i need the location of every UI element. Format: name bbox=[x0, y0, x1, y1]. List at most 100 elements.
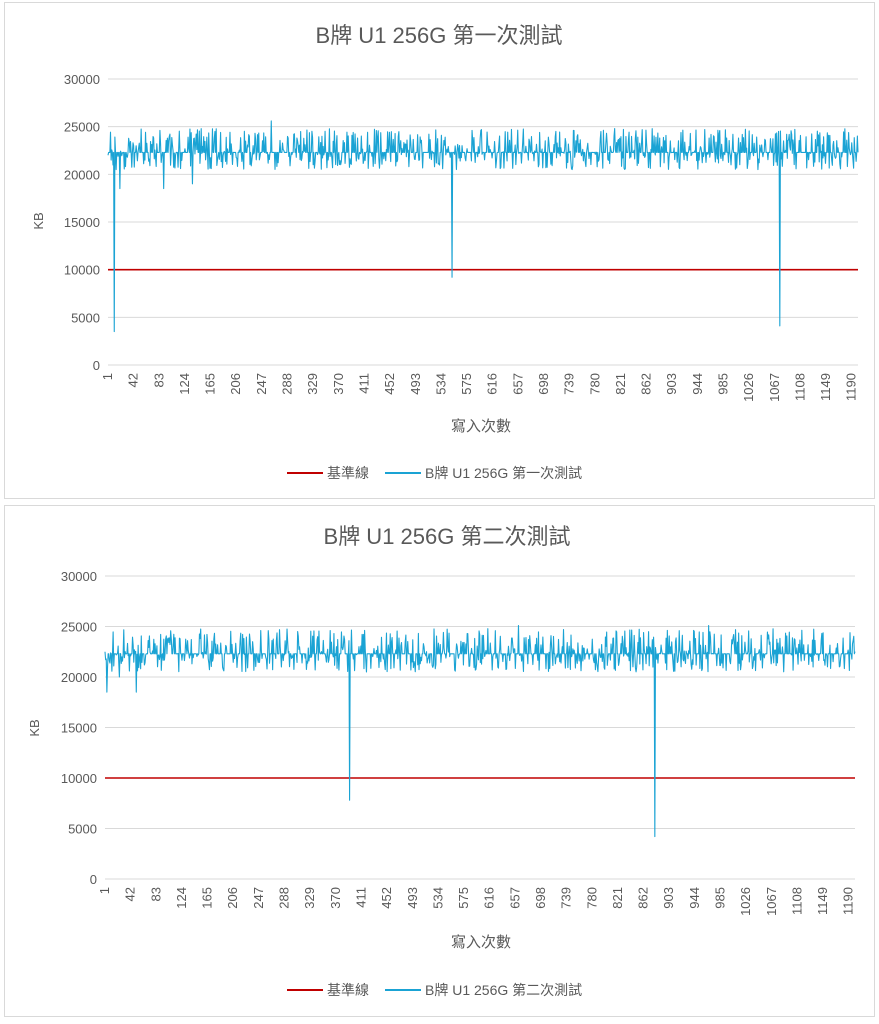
legend-label-test: B牌 U1 256G 第二次測試 bbox=[425, 982, 582, 998]
x-tick-label: 1 bbox=[100, 373, 115, 380]
line-chart-1: B牌 U1 256G 第一次測試 0 5000 10000 15000 20000 250… bbox=[31, 23, 859, 481]
x-tick-label: 698 bbox=[533, 887, 548, 909]
x-tick-labels: 1 42 83 124 165 206 247 288 329 370 411 452 493 534 57… bbox=[100, 373, 859, 402]
x-tick-label: 1108 bbox=[792, 373, 807, 401]
x-tick-label: 124 bbox=[174, 887, 189, 909]
series-group bbox=[107, 120, 859, 333]
x-tick-label: 411 bbox=[356, 373, 371, 394]
x-tick-label: 1190 bbox=[844, 373, 859, 401]
x-tick-label: 862 bbox=[636, 887, 651, 909]
x-tick-label: 165 bbox=[200, 887, 215, 909]
test-series-line bbox=[104, 624, 856, 838]
y-tick-label: 0 bbox=[93, 358, 100, 373]
x-tick-label: 944 bbox=[687, 887, 702, 909]
y-axis-label: KB bbox=[27, 719, 42, 736]
y-tick-label: 15000 bbox=[64, 215, 100, 230]
x-tick-label: 452 bbox=[382, 373, 397, 395]
x-tick-label: 862 bbox=[639, 373, 654, 395]
x-tick-label: 83 bbox=[148, 887, 163, 901]
x-axis-label: 寫入次數 bbox=[451, 933, 511, 951]
x-tick-label: 903 bbox=[664, 373, 679, 395]
x-tick-label: 616 bbox=[485, 373, 500, 395]
x-tick-label: 1 bbox=[97, 887, 112, 894]
legend-label-baseline: 基準線 bbox=[327, 982, 369, 998]
x-tick-label: 739 bbox=[559, 887, 574, 909]
y-tick-label: 30000 bbox=[61, 569, 97, 584]
legend: 基準線 B牌 U1 256G 第二次測試 bbox=[287, 982, 582, 998]
x-tick-label: 1149 bbox=[818, 373, 833, 401]
x-tick-label: 165 bbox=[203, 373, 218, 395]
x-tick-label: 288 bbox=[280, 373, 295, 395]
y-tick-label: 20000 bbox=[61, 670, 97, 685]
x-tick-label: 903 bbox=[661, 887, 676, 909]
chart-panel-1: B牌 U1 256G 第一次測試 0 5000 10000 15000 20000 250… bbox=[4, 2, 875, 499]
chart-title: B牌 U1 256G 第二次測試 bbox=[324, 524, 571, 549]
x-tick-label: 42 bbox=[123, 887, 138, 901]
x-tick-labels: 1 42 83 124 165 206 247 288 329 370 411 452 493 534 57… bbox=[97, 887, 856, 916]
x-tick-label: 698 bbox=[536, 373, 551, 395]
x-tick-label: 206 bbox=[228, 373, 243, 395]
legend-label-baseline: 基準線 bbox=[327, 465, 369, 481]
x-tick-label: 657 bbox=[510, 373, 525, 395]
x-tick-label: 534 bbox=[433, 373, 448, 395]
x-tick-label: 534 bbox=[430, 887, 445, 909]
x-tick-label: 83 bbox=[151, 373, 166, 387]
legend: 基準線 B牌 U1 256G 第一次測試 bbox=[287, 465, 582, 481]
x-tick-label: 493 bbox=[405, 887, 420, 909]
x-tick-label: 329 bbox=[305, 373, 320, 395]
x-tick-label: 1149 bbox=[815, 887, 830, 915]
x-tick-label: 616 bbox=[482, 887, 497, 909]
x-tick-label: 493 bbox=[408, 373, 423, 395]
y-tick-label: 10000 bbox=[64, 263, 100, 278]
x-tick-label: 1067 bbox=[767, 373, 782, 402]
x-tick-label: 411 bbox=[353, 887, 368, 908]
x-tick-label: 1067 bbox=[764, 887, 779, 916]
x-tick-label: 1026 bbox=[738, 887, 753, 916]
x-tick-label: 1190 bbox=[841, 887, 856, 915]
x-tick-label: 780 bbox=[587, 373, 602, 395]
x-tick-label: 370 bbox=[331, 373, 346, 395]
x-tick-label: 821 bbox=[610, 887, 625, 909]
x-tick-label: 370 bbox=[328, 887, 343, 909]
y-tick-label: 0 bbox=[90, 872, 97, 887]
y-tick-label: 25000 bbox=[64, 120, 100, 135]
x-axis-label: 寫入次數 bbox=[451, 417, 511, 435]
chart-panel-2: B牌 U1 256G 第二次測試 0 5000 10000 15000 20000 250… bbox=[4, 505, 875, 1017]
y-tick-label: 5000 bbox=[71, 310, 100, 325]
y-tick-label: 20000 bbox=[64, 167, 100, 182]
x-tick-label: 575 bbox=[459, 373, 474, 395]
y-tick-label: 25000 bbox=[61, 620, 97, 635]
gridlines bbox=[108, 78, 858, 366]
y-tick-label: 5000 bbox=[68, 822, 97, 837]
x-tick-label: 985 bbox=[716, 373, 731, 395]
x-tick-label: 42 bbox=[126, 373, 141, 387]
x-tick-label: 821 bbox=[613, 373, 628, 395]
y-tick-label: 30000 bbox=[64, 72, 100, 87]
x-tick-label: 780 bbox=[584, 887, 599, 909]
x-tick-label: 985 bbox=[713, 887, 728, 909]
y-tick-label: 15000 bbox=[61, 721, 97, 736]
line-chart-2: B牌 U1 256G 第二次測試 0 5000 10000 15000 20000 250… bbox=[27, 524, 856, 998]
x-tick-label: 1108 bbox=[789, 887, 804, 915]
legend-label-test: B牌 U1 256G 第一次測試 bbox=[425, 465, 582, 481]
y-axis-label: KB bbox=[31, 212, 46, 229]
x-tick-label: 124 bbox=[177, 373, 192, 395]
x-tick-label: 288 bbox=[277, 887, 292, 909]
y-tick-label: 10000 bbox=[61, 771, 97, 786]
x-tick-label: 575 bbox=[456, 887, 471, 909]
x-tick-label: 247 bbox=[254, 373, 269, 395]
x-tick-label: 1026 bbox=[741, 373, 756, 402]
gridlines bbox=[105, 575, 855, 880]
x-tick-label: 452 bbox=[379, 887, 394, 909]
x-tick-label: 247 bbox=[251, 887, 266, 909]
x-tick-label: 739 bbox=[562, 373, 577, 395]
x-tick-label: 329 bbox=[302, 887, 317, 909]
x-tick-label: 206 bbox=[225, 887, 240, 909]
chart-title: B牌 U1 256G 第一次測試 bbox=[316, 23, 563, 48]
x-tick-label: 657 bbox=[507, 887, 522, 909]
x-tick-label: 944 bbox=[690, 373, 705, 395]
y-tick-labels: 0 5000 10000 15000 20000 25000 30000 bbox=[64, 72, 100, 373]
test-series-line bbox=[107, 120, 859, 333]
y-tick-labels: 0 5000 10000 15000 20000 25000 30000 bbox=[61, 569, 97, 887]
series-group bbox=[104, 624, 856, 838]
